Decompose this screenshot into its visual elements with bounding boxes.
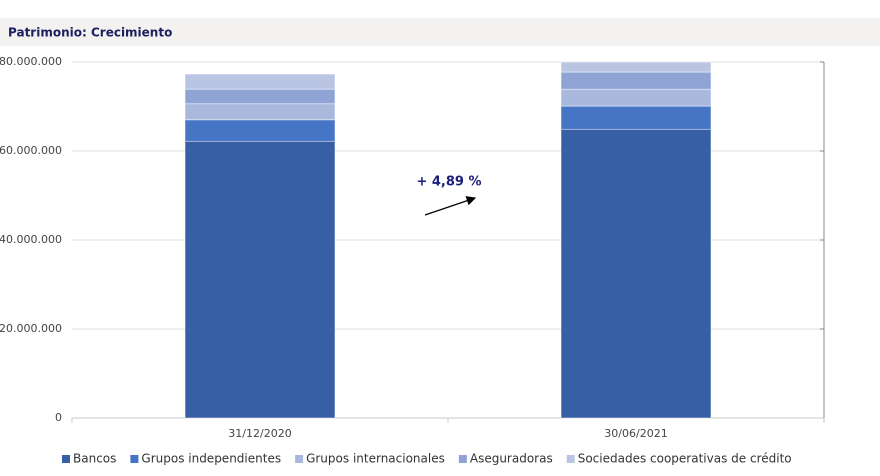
bar-segment bbox=[560, 71, 712, 90]
bar-segment bbox=[560, 105, 712, 130]
bar-segment bbox=[184, 103, 336, 121]
chart-title: Patrimonio: Crecimiento bbox=[8, 26, 172, 40]
legend-label: Bancos bbox=[73, 452, 116, 466]
legend-swatch bbox=[566, 455, 575, 463]
growth-annotation: + 4,89 % bbox=[416, 175, 481, 190]
y-tick-label: 20.000.000 bbox=[0, 322, 62, 335]
bar-segment bbox=[184, 73, 336, 90]
legend-swatch bbox=[130, 455, 139, 463]
bar-segment bbox=[560, 128, 712, 419]
y-tick-label: 80.000.000 bbox=[0, 55, 62, 68]
legend-swatch bbox=[458, 455, 467, 463]
bar-segment bbox=[560, 61, 712, 73]
bar-segment bbox=[184, 140, 336, 419]
legend-swatch bbox=[295, 455, 304, 463]
bar-segment bbox=[184, 88, 336, 105]
y-tick-label: 40.000.000 bbox=[0, 233, 62, 246]
bar-segment bbox=[560, 88, 712, 107]
legend-label: Grupos independientes bbox=[141, 452, 281, 466]
x-tick-label: 31/12/2020 bbox=[228, 427, 291, 440]
legend-label: Grupos internacionales bbox=[306, 452, 445, 466]
x-tick-label: 30/06/2021 bbox=[604, 427, 667, 440]
legend-label: Aseguradoras bbox=[470, 452, 553, 466]
bar-segment bbox=[184, 119, 336, 142]
y-tick-label: 0 bbox=[55, 411, 62, 424]
y-tick-label: 60.000.000 bbox=[0, 144, 62, 157]
title-bar bbox=[0, 18, 880, 46]
legend-label: Sociedades cooperativas de crédito bbox=[578, 452, 792, 466]
legend-swatch bbox=[62, 455, 70, 463]
growth-arrow bbox=[424, 196, 477, 216]
